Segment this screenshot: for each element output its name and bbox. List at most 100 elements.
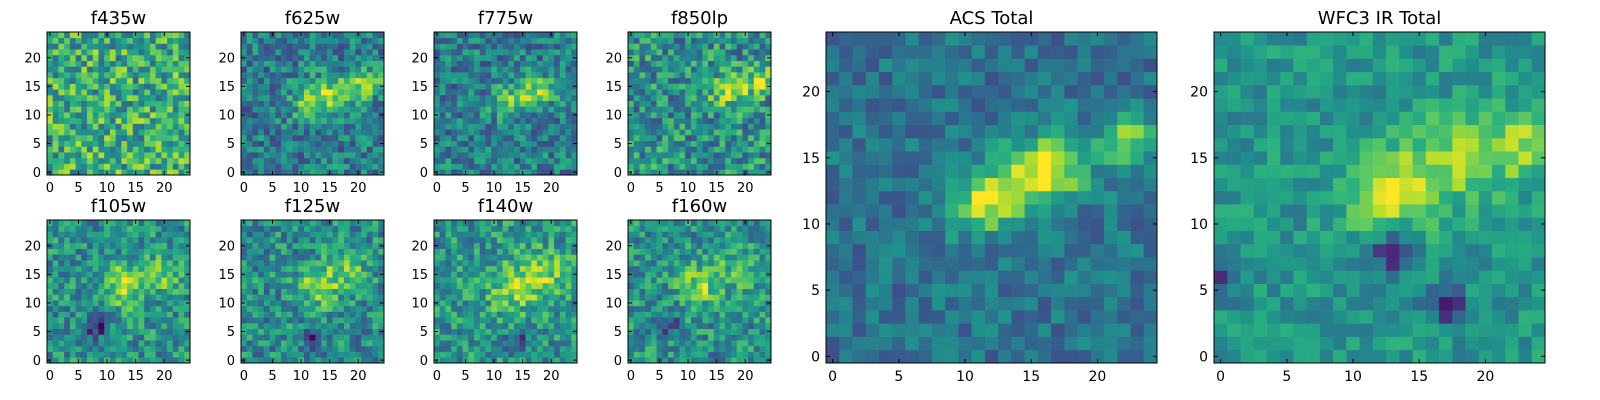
heatmap-cell bbox=[485, 43, 492, 50]
heatmap-cell bbox=[531, 77, 538, 84]
heatmap-cell bbox=[496, 265, 503, 272]
heatmap-cell bbox=[64, 265, 71, 272]
heatmap-cell bbox=[696, 72, 703, 79]
heatmap-cell bbox=[109, 129, 116, 136]
heatmap-cell bbox=[719, 123, 726, 130]
heatmap-cell bbox=[69, 242, 76, 249]
heatmap-cell bbox=[719, 152, 726, 159]
heatmap-cell bbox=[309, 271, 316, 278]
heatmap-cell bbox=[536, 37, 544, 44]
heatmap-cell bbox=[167, 317, 174, 324]
heatmap-cell bbox=[531, 294, 538, 301]
heatmap-cell bbox=[753, 106, 760, 113]
heatmap-cell bbox=[519, 77, 526, 84]
heatmap-cell bbox=[536, 305, 544, 312]
heatmap-cell bbox=[184, 94, 191, 101]
heatmap-cell bbox=[298, 300, 305, 307]
heatmap-cell bbox=[286, 60, 293, 67]
heatmap-cell bbox=[759, 83, 766, 90]
heatmap-cell bbox=[736, 163, 743, 170]
heatmap-cell bbox=[559, 77, 566, 84]
heatmap-cell bbox=[263, 305, 270, 312]
heatmap-cell bbox=[542, 129, 549, 136]
heatmap-cell bbox=[439, 282, 446, 289]
heatmap-cell bbox=[64, 231, 71, 238]
heatmap-cell bbox=[52, 242, 59, 249]
heatmap-cell bbox=[650, 43, 657, 50]
heatmap-cell bbox=[121, 351, 128, 358]
heatmap-cell bbox=[104, 345, 111, 352]
heatmap-cell bbox=[343, 300, 351, 307]
heatmap-cell bbox=[138, 220, 145, 227]
heatmap-cell bbox=[372, 225, 379, 232]
heatmap-image bbox=[47, 32, 191, 176]
heatmap-cell bbox=[75, 242, 82, 249]
heatmap-cell bbox=[765, 94, 772, 101]
heatmap-cell bbox=[127, 66, 134, 73]
heatmap-cell bbox=[468, 357, 475, 364]
y-tick-label: 0 bbox=[420, 354, 428, 369]
heatmap-cell bbox=[485, 317, 492, 324]
panel-title: f625w bbox=[285, 8, 340, 29]
heatmap-cell bbox=[650, 129, 657, 136]
heatmap-cell bbox=[445, 49, 452, 56]
heatmap-cell bbox=[491, 112, 498, 119]
heatmap-cell bbox=[343, 265, 351, 272]
heatmap-cell bbox=[343, 54, 351, 61]
heatmap-cell bbox=[321, 134, 328, 142]
heatmap-cell bbox=[679, 66, 686, 73]
heatmap-cell bbox=[144, 43, 151, 50]
heatmap-cell bbox=[491, 129, 498, 136]
heatmap-cell bbox=[292, 89, 299, 96]
heatmap-cell bbox=[679, 334, 686, 341]
heatmap-cell bbox=[281, 334, 288, 341]
heatmap-cell bbox=[496, 49, 503, 56]
heatmap-cell bbox=[439, 123, 446, 130]
heatmap-cell bbox=[668, 43, 675, 50]
heatmap-cell bbox=[531, 305, 538, 312]
heatmap-cell bbox=[372, 152, 379, 159]
heatmap-cell bbox=[468, 220, 475, 227]
heatmap-cell bbox=[98, 129, 105, 136]
heatmap-cell bbox=[104, 260, 111, 267]
heatmap-cell bbox=[281, 37, 288, 44]
heatmap-cell bbox=[132, 72, 139, 79]
heatmap-cell bbox=[172, 248, 179, 255]
heatmap-cell bbox=[343, 340, 351, 347]
heatmap-cell bbox=[656, 83, 663, 90]
heatmap-cell bbox=[491, 328, 498, 335]
heatmap-cell bbox=[445, 248, 452, 255]
heatmap-cell bbox=[115, 242, 122, 249]
heatmap-cell bbox=[474, 117, 481, 124]
heatmap-cell bbox=[639, 129, 646, 136]
heatmap-cell bbox=[485, 277, 492, 284]
heatmap-cell bbox=[571, 72, 578, 79]
heatmap-cell bbox=[708, 54, 715, 61]
heatmap-cell bbox=[536, 260, 544, 267]
heatmap-cell bbox=[92, 317, 99, 324]
heatmap-cell bbox=[508, 220, 515, 227]
heatmap-cell bbox=[685, 305, 692, 312]
heatmap-cell bbox=[525, 294, 532, 301]
heatmap-cell bbox=[167, 43, 174, 50]
heatmap-cell bbox=[281, 237, 288, 244]
heatmap-cell bbox=[679, 54, 686, 61]
heatmap-cell bbox=[332, 334, 339, 341]
heatmap-cell bbox=[759, 140, 766, 147]
heatmap-cell bbox=[98, 317, 105, 324]
heatmap-cell bbox=[536, 140, 544, 147]
heatmap-cell bbox=[485, 294, 492, 301]
heatmap-cell bbox=[69, 282, 76, 289]
heatmap-cell bbox=[275, 271, 282, 278]
heatmap-cell bbox=[491, 231, 498, 238]
heatmap-cell bbox=[263, 334, 270, 341]
heatmap-cell bbox=[286, 300, 293, 307]
x-tick-label: 15 bbox=[708, 181, 725, 196]
heatmap-cell bbox=[496, 271, 503, 278]
heatmap-cell bbox=[58, 83, 65, 90]
heatmap-cell bbox=[104, 37, 111, 44]
heatmap-cell bbox=[696, 163, 703, 170]
heatmap-cell bbox=[456, 317, 463, 324]
heatmap-cell bbox=[309, 328, 316, 335]
heatmap-cell bbox=[639, 83, 646, 90]
